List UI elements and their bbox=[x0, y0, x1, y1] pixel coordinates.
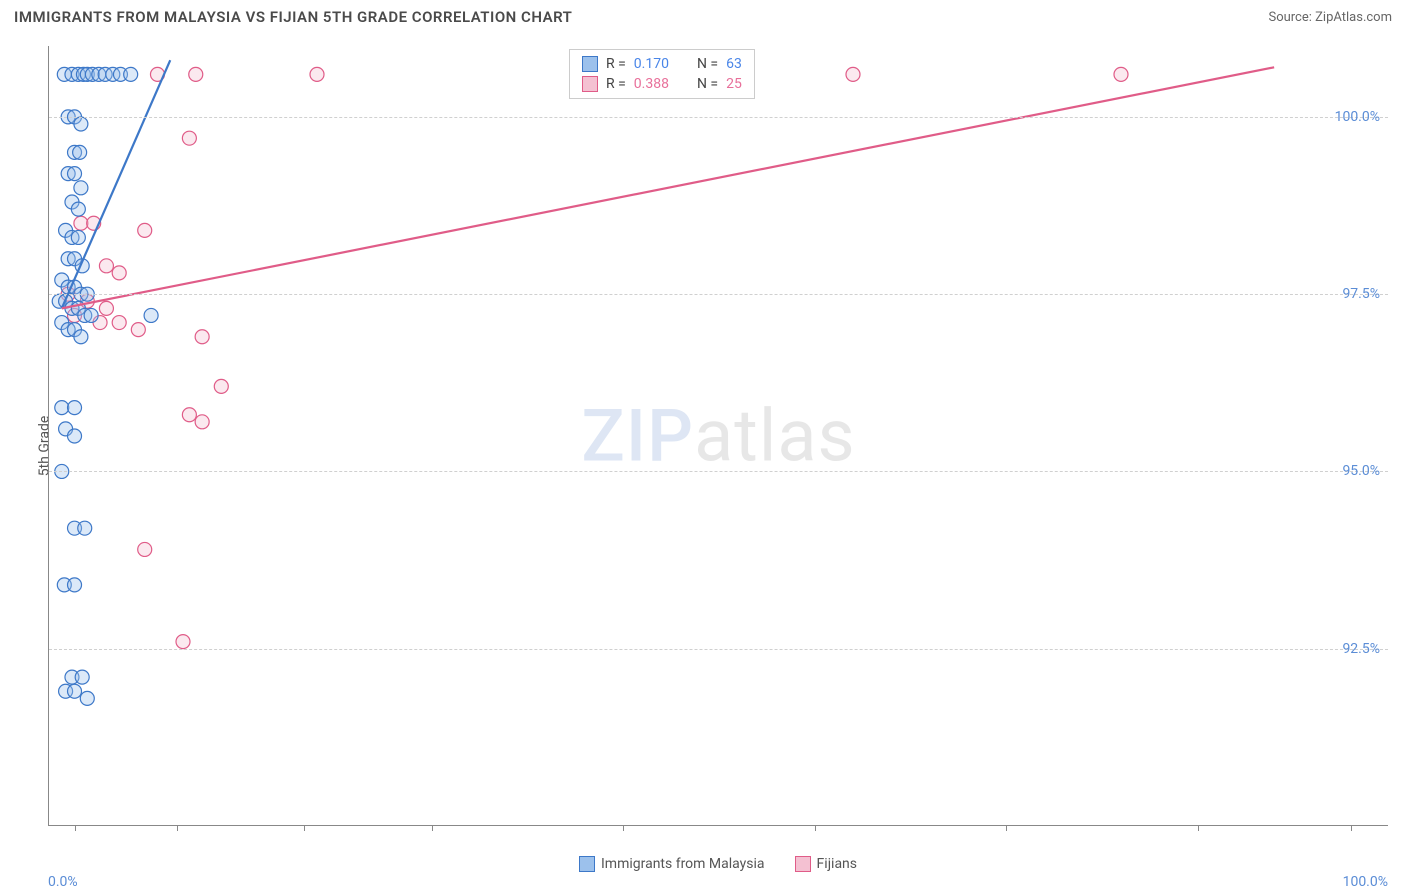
legend-n-value-malaysia: 63 bbox=[726, 56, 742, 72]
gridline bbox=[49, 294, 1388, 295]
y-tick-label: 97.5% bbox=[1342, 286, 1380, 302]
swatch-fijians bbox=[582, 76, 598, 92]
chart-title: IMMIGRANTS FROM MALAYSIA VS FIJIAN 5TH G… bbox=[14, 8, 572, 26]
x-tick bbox=[623, 825, 624, 831]
x-tick bbox=[815, 825, 816, 831]
x-tick bbox=[1006, 825, 1007, 831]
y-tick-label: 92.5% bbox=[1342, 641, 1380, 657]
legend-n-label: N = bbox=[697, 56, 718, 72]
legend-r-label: R = bbox=[606, 76, 626, 92]
legend-n-value-fijians: 25 bbox=[726, 76, 742, 92]
x-axis-min-label: 0.0% bbox=[48, 874, 78, 890]
legend-item-malaysia: Immigrants from Malaysia bbox=[579, 856, 765, 872]
x-tick bbox=[432, 825, 433, 831]
y-tick-label: 100.0% bbox=[1335, 109, 1380, 125]
gridline bbox=[49, 117, 1388, 118]
legend-n-label: N = bbox=[697, 76, 718, 92]
legend-bottom: Immigrants from Malaysia Fijians bbox=[48, 856, 1388, 872]
legend-stats-row-fijians: R = 0.388 N = 25 bbox=[570, 74, 754, 94]
legend-item-fijians: Fijians bbox=[795, 856, 857, 872]
legend-label-fijians: Fijians bbox=[817, 856, 857, 872]
x-tick bbox=[75, 825, 76, 831]
gridline bbox=[49, 471, 1388, 472]
y-tick-label: 95.0% bbox=[1342, 463, 1380, 479]
x-axis-max-label: 100.0% bbox=[1343, 874, 1388, 890]
swatch-malaysia bbox=[582, 56, 598, 72]
x-tick bbox=[1198, 825, 1199, 831]
legend-r-value-malaysia: 0.170 bbox=[634, 56, 669, 72]
plot-area: ZIPatlas R = 0.170 N = 63 R = 0.388 N = … bbox=[48, 46, 1388, 826]
x-tick bbox=[1351, 825, 1352, 831]
legend-r-value-fijians: 0.388 bbox=[634, 76, 669, 92]
gridline bbox=[49, 649, 1388, 650]
legend-r-label: R = bbox=[606, 56, 626, 72]
scatter-chart bbox=[49, 46, 1389, 826]
legend-stats: R = 0.170 N = 63 R = 0.388 N = 25 bbox=[569, 49, 755, 99]
x-tick bbox=[177, 825, 178, 831]
source-label: Source: ZipAtlas.com bbox=[1268, 10, 1392, 25]
swatch-malaysia bbox=[579, 856, 595, 872]
swatch-fijians bbox=[795, 856, 811, 872]
legend-stats-row-malaysia: R = 0.170 N = 63 bbox=[570, 54, 754, 74]
x-tick bbox=[304, 825, 305, 831]
legend-label-malaysia: Immigrants from Malaysia bbox=[601, 856, 765, 872]
